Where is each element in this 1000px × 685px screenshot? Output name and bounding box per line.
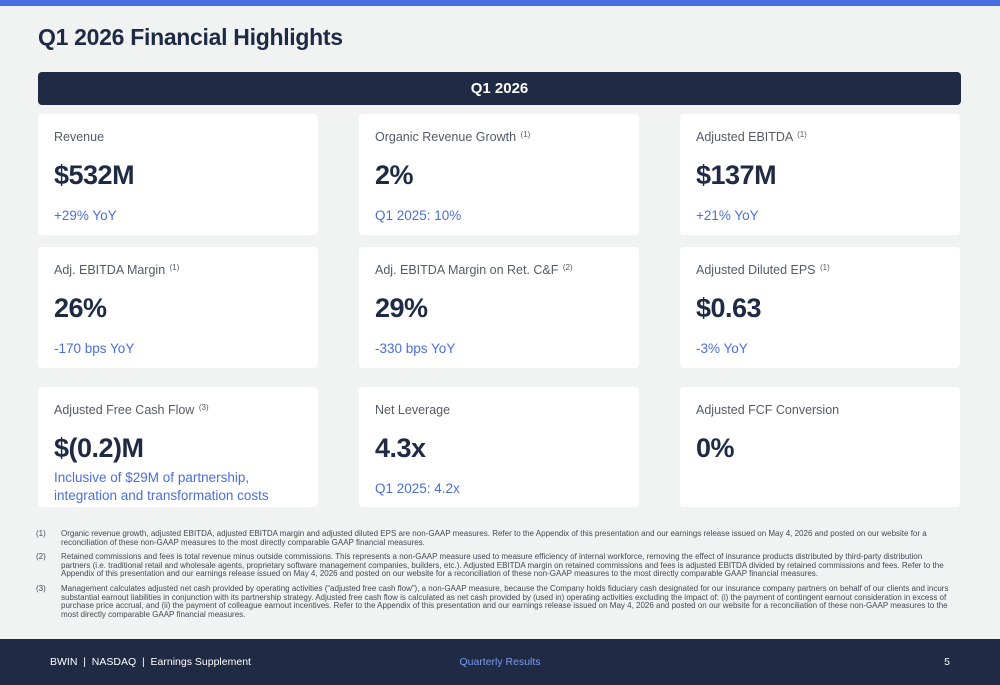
card-label: Net Leverage — [375, 403, 451, 417]
footnote-item: (1) Organic revenue growth, adjusted EBI… — [36, 529, 950, 547]
footnote-text: Organic revenue growth, adjusted EBITDA,… — [61, 529, 927, 547]
footnote-ref: (1) — [797, 130, 807, 139]
card-adjusted-ebitda: Adjusted EBITDA (1) $137M +21% YoY — [680, 114, 960, 235]
footnotes: (1) Organic revenue growth, adjusted EBI… — [36, 529, 950, 625]
footnote-ref: (2) — [562, 263, 573, 272]
card-subtext: Q1 2025: 10% — [375, 208, 462, 223]
card-organic-revenue-growth: Organic Revenue Growth (1) 2% Q1 2025: 1… — [359, 114, 639, 235]
footer-section-title: Quarterly Results — [459, 656, 541, 668]
card-subtext: +21% YoY — [696, 208, 759, 223]
card-label: Organic Revenue Growth (1) — [375, 130, 531, 144]
card-label: Adj. EBITDA Margin on Ret. C&F (2) — [375, 263, 573, 277]
footnote-ref: (1) — [820, 263, 830, 272]
card-adjusted-fcf-conversion: Adjusted FCF Conversion 0% — [680, 387, 960, 507]
card-revenue: Revenue $532M +29% YoY — [38, 114, 318, 235]
footnote-text: Management calculates adjusted net cash … — [61, 583, 949, 619]
footnote-number: (3) — [36, 583, 46, 593]
card-subtext: -170 bps YoY — [54, 341, 135, 356]
footnote-ref: (3) — [198, 403, 209, 412]
card-value: 26% — [54, 293, 107, 323]
footnote-text: Retained commissions and fees is total r… — [61, 552, 944, 579]
card-value: 0% — [696, 433, 735, 463]
page-title: Q1 2026 Financial Highlights — [38, 24, 343, 50]
card-label: Revenue — [54, 130, 105, 144]
footnote-number: (2) — [36, 552, 46, 562]
top-accent-bar — [0, 0, 1000, 6]
card-value: 2% — [375, 160, 414, 190]
footer-company-info: BWIN | NASDAQ | Earnings Supplement — [50, 656, 251, 668]
card-label: Adjusted FCF Conversion — [696, 403, 840, 417]
card-adjusted-free-cash-flow: Adjusted Free Cash Flow (3) $(0.2)M Incl… — [38, 387, 318, 507]
footnote-ref: (1) — [520, 130, 531, 139]
card-label: Adj. EBITDA Margin (1) — [54, 263, 180, 277]
card-net-leverage: Net Leverage 4.3x Q1 2025: 4.2x — [359, 387, 639, 507]
card-value: $(0.2)M — [54, 433, 144, 463]
card-label: Adjusted Free Cash Flow (3) — [54, 403, 209, 417]
footer: BWIN | NASDAQ | Earnings Supplement Quar… — [0, 639, 1000, 685]
footnote-number: (1) — [36, 529, 46, 538]
card-subtext: Q1 2025: 4.2x — [375, 481, 460, 496]
card-value: $532M — [54, 160, 135, 190]
footnote-item: (3) Management calculates adjusted net c… — [36, 583, 950, 619]
card-subtext: -3% YoY — [696, 341, 748, 356]
page-number: 5 — [944, 656, 950, 668]
card-subtext: +29% YoY — [54, 208, 117, 223]
card-value: 29% — [375, 293, 428, 323]
footnote-item: (2) Retained commissions and fees is tot… — [36, 552, 950, 579]
period-header: Q1 2026 — [38, 72, 961, 105]
card-label: Adjusted Diluted EPS (1) — [696, 263, 830, 277]
period-header-label: Q1 2026 — [470, 80, 529, 97]
footnote-ref: (1) — [169, 263, 180, 272]
card-adj-ebitda-margin-ret-cf: Adj. EBITDA Margin on Ret. C&F (2) 29% -… — [359, 247, 639, 368]
card-subtext: Inclusive of $29M of partnership, integr… — [54, 470, 269, 503]
card-adjusted-diluted-eps: Adjusted Diluted EPS (1) $0.63 -3% YoY — [680, 247, 960, 368]
card-value: 4.3x — [375, 433, 426, 463]
card-label: Adjusted EBITDA (1) — [696, 130, 807, 144]
card-value: $0.63 — [696, 293, 762, 323]
card-value: $137M — [696, 160, 777, 190]
card-subtext: -330 bps YoY — [375, 341, 456, 356]
card-adj-ebitda-margin: Adj. EBITDA Margin (1) 26% -170 bps YoY — [38, 247, 318, 368]
